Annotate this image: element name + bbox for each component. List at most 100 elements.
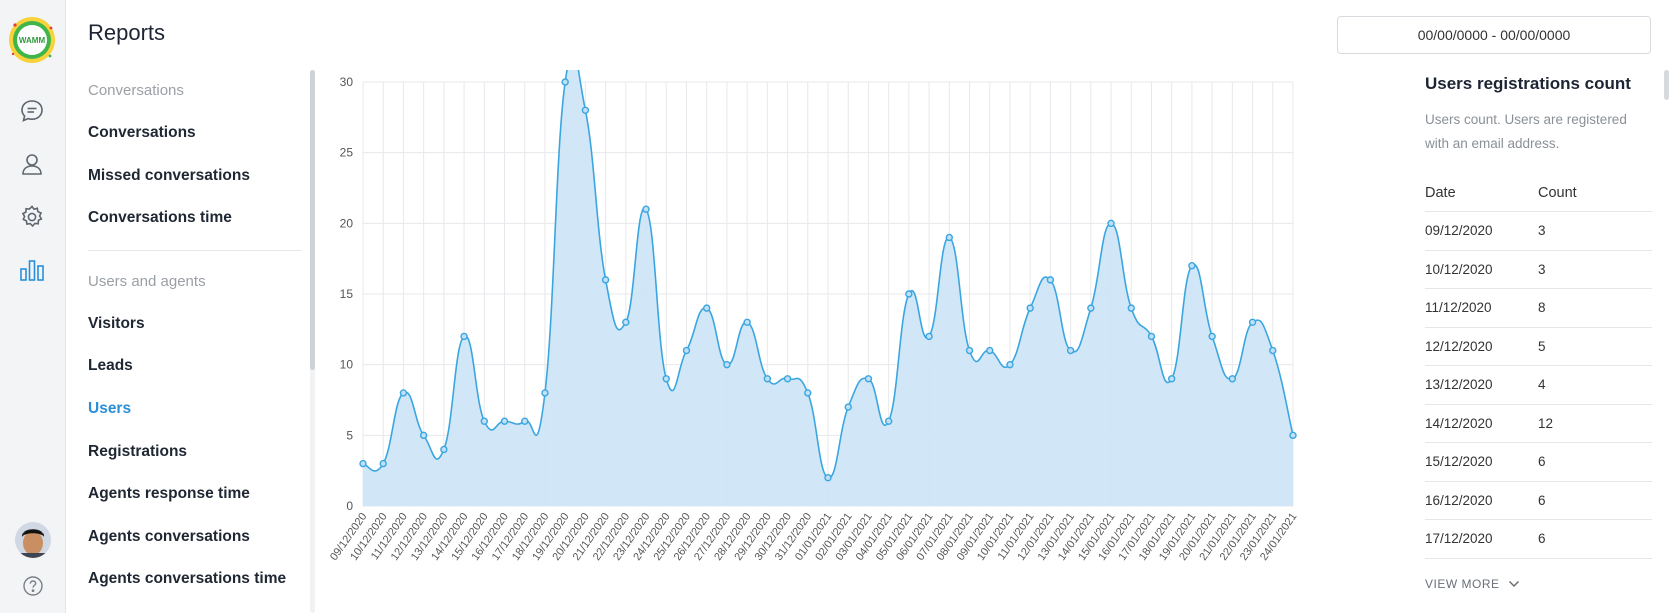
y-tick-label: 15	[340, 287, 354, 301]
data-point[interactable]	[379, 459, 387, 468]
data-point[interactable]	[399, 389, 408, 397]
data-point[interactable]	[783, 375, 792, 383]
cell-date: 16/12/2020	[1425, 492, 1493, 508]
data-point[interactable]	[440, 445, 448, 454]
data-point[interactable]	[1188, 262, 1196, 270]
cell-count: 6	[1538, 454, 1546, 470]
y-tick-label: 20	[340, 216, 354, 230]
data-point[interactable]	[419, 431, 428, 440]
nav-item-missed-conversations[interactable]: Missed conversations	[88, 166, 250, 184]
nav-item-agents-response-time[interactable]: Agents response time	[88, 485, 250, 503]
app-logo[interactable]: WAMM	[6, 14, 58, 66]
data-point[interactable]	[844, 403, 852, 411]
data-point[interactable]	[1167, 375, 1176, 383]
table-row: 12/12/2020 5	[1425, 328, 1652, 366]
data-point[interactable]	[480, 417, 489, 425]
data-point[interactable]	[601, 276, 610, 284]
question-icon[interactable]	[22, 575, 44, 597]
data-point[interactable]	[1289, 431, 1297, 440]
y-tick-label: 0	[346, 499, 353, 513]
data-point[interactable]	[1147, 332, 1156, 341]
avatar[interactable]	[15, 522, 51, 558]
data-point[interactable]	[743, 318, 751, 326]
data-point[interactable]	[1006, 360, 1014, 369]
data-point[interactable]	[1066, 346, 1075, 355]
data-point[interactable]	[702, 304, 711, 312]
y-tick-label: 5	[346, 428, 353, 442]
series-line	[362, 49, 1294, 479]
gear-icon[interactable]	[18, 203, 46, 231]
cell-date: 14/12/2020	[1425, 415, 1493, 431]
nav-item-registrations[interactable]: Registrations	[88, 442, 188, 460]
series-area	[363, 49, 1293, 507]
bar-chart-icon[interactable]	[18, 256, 46, 284]
data-point[interactable]	[581, 106, 590, 114]
view-more-label: VIEW MORE	[1425, 576, 1500, 591]
data-point[interactable]	[884, 417, 893, 425]
logo-text: WAMM	[19, 36, 46, 45]
data-point[interactable]	[723, 360, 731, 369]
chevron-down-icon	[1508, 580, 1519, 587]
data-point[interactable]	[1107, 219, 1115, 228]
data-point[interactable]	[1046, 276, 1055, 284]
data-point[interactable]	[541, 389, 549, 397]
date-range-picker[interactable]: 00/00/0000 - 00/00/0000	[1337, 16, 1651, 54]
data-point[interactable]	[1026, 304, 1034, 312]
table-row: 09/12/2020 3	[1425, 212, 1652, 251]
nav-item-leads[interactable]: Leads	[88, 357, 133, 375]
nav-scrollbar-thumb[interactable]	[310, 70, 315, 370]
data-point[interactable]	[905, 290, 913, 298]
data-point[interactable]	[864, 375, 873, 383]
data-point[interactable]	[642, 205, 650, 213]
nav-item-agents-conversations-time[interactable]: Agents conversations time	[88, 570, 287, 588]
data-point[interactable]	[561, 78, 569, 86]
data-point[interactable]	[804, 389, 812, 397]
nav-item-conversations-time[interactable]: Conversations time	[88, 209, 232, 227]
data-point[interactable]	[521, 417, 529, 425]
data-point[interactable]	[682, 346, 691, 355]
table-row: 10/12/2020 3	[1425, 251, 1652, 289]
table-body: 09/12/2020 3 10/12/2020 3 11/12/2020 8 12/12/2…	[1425, 212, 1652, 559]
data-point[interactable]	[763, 375, 772, 383]
nav-group-conversations: Conversations	[88, 82, 184, 99]
data-point[interactable]	[945, 233, 954, 242]
cell-count: 3	[1538, 223, 1546, 239]
cell-date: 12/12/2020	[1425, 338, 1493, 354]
user-icon[interactable]	[18, 150, 46, 178]
nav-item-visitors[interactable]: Visitors	[88, 314, 145, 332]
data-point[interactable]	[1087, 304, 1095, 312]
panel-title: Users registrations count	[1425, 74, 1631, 93]
cell-date: 17/12/2020	[1425, 531, 1493, 547]
table-row: 15/12/2020 6	[1425, 443, 1652, 482]
nav-group-users-and-agents: Users and agents	[88, 272, 206, 290]
data-point[interactable]	[1208, 332, 1216, 341]
nav-item-conversations[interactable]: Conversations	[88, 124, 196, 141]
data-point[interactable]	[460, 332, 468, 341]
panel-scrollbar[interactable]	[1664, 70, 1669, 100]
column-header-count: Count	[1538, 184, 1577, 201]
registrations-chart: 0 5 10 15 20 25 30 09/12/2020 10/12/2020 11/12/20…	[328, 49, 1390, 613]
data-point[interactable]	[1127, 304, 1135, 312]
data-point[interactable]	[662, 375, 670, 383]
registrations-panel: Users registrations count Users count. U…	[1425, 74, 1652, 591]
nav-item-agents-conversations[interactable]: Agents conversations	[88, 527, 250, 545]
view-more-button[interactable]: VIEW MORE	[1425, 577, 1652, 591]
data-point[interactable]	[1248, 318, 1257, 326]
data-point[interactable]	[500, 417, 509, 425]
data-point[interactable]	[965, 346, 974, 355]
data-point[interactable]	[359, 459, 367, 468]
data-point[interactable]	[622, 318, 630, 326]
data-point[interactable]	[824, 474, 832, 482]
data-point[interactable]	[986, 346, 994, 355]
chart-svg: 05101520253009/12/202010/12/202011/12/20…	[328, 49, 1299, 563]
data-point[interactable]	[1269, 346, 1277, 355]
y-tick-label: 10	[340, 358, 354, 372]
chat-icon[interactable]	[18, 97, 46, 125]
icon-rail: WAMM	[0, 0, 66, 613]
nav-item-users[interactable]: Users	[88, 399, 132, 417]
cell-count: 5	[1538, 338, 1546, 354]
table-row: 17/12/2020 6	[1425, 520, 1652, 559]
cell-count: 8	[1538, 300, 1546, 316]
data-point[interactable]	[1228, 375, 1237, 383]
data-point[interactable]	[925, 332, 933, 341]
